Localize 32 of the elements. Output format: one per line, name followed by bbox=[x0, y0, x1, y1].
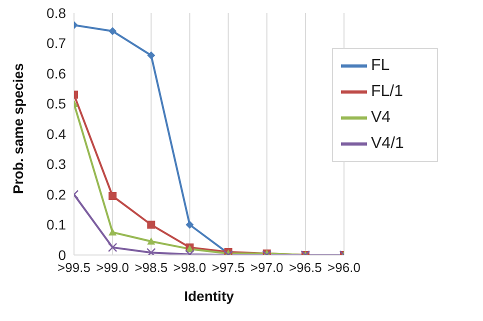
y-tick-label: 0.7 bbox=[46, 35, 66, 52]
legend-label: FL bbox=[371, 57, 390, 74]
x-tick-label: >99.0 bbox=[96, 260, 130, 276]
point bbox=[186, 220, 194, 229]
point bbox=[146, 248, 156, 255]
point bbox=[147, 51, 156, 60]
x-tick-label: >97.0 bbox=[250, 260, 284, 276]
point bbox=[147, 220, 156, 229]
y-tick-label: 0.2 bbox=[46, 186, 66, 202]
x-axis-title: Identity bbox=[184, 288, 234, 304]
x-tick-label: >97.5 bbox=[212, 260, 245, 276]
legend-label: V4/1 bbox=[371, 135, 404, 152]
y-tick-label: 0.4 bbox=[46, 126, 66, 142]
legend-label: V4 bbox=[371, 109, 391, 126]
point bbox=[108, 228, 117, 236]
point bbox=[147, 237, 156, 245]
y-tick-label: 0.8 bbox=[46, 4, 66, 21]
point bbox=[108, 242, 118, 252]
x-tick-label: >98.5 bbox=[134, 260, 168, 276]
x-tick-label: >99.5 bbox=[58, 260, 90, 276]
x-tick-label: >96.0 bbox=[328, 260, 360, 276]
point bbox=[108, 192, 117, 200]
y-axis-title: Prob. same species bbox=[10, 63, 26, 194]
point bbox=[108, 27, 117, 36]
y-tick-label: 0.5 bbox=[46, 96, 66, 112]
y-tick-label: 0.1 bbox=[46, 216, 66, 233]
y-tick-label: 0.6 bbox=[46, 65, 66, 82]
x-tick-label: >98.0 bbox=[173, 260, 206, 276]
y-tick-label: 0 bbox=[58, 246, 66, 263]
legend-label: FL/1 bbox=[371, 83, 404, 100]
x-tick-label: >96.5 bbox=[288, 260, 322, 276]
y-tick-label: 0.3 bbox=[46, 156, 66, 172]
